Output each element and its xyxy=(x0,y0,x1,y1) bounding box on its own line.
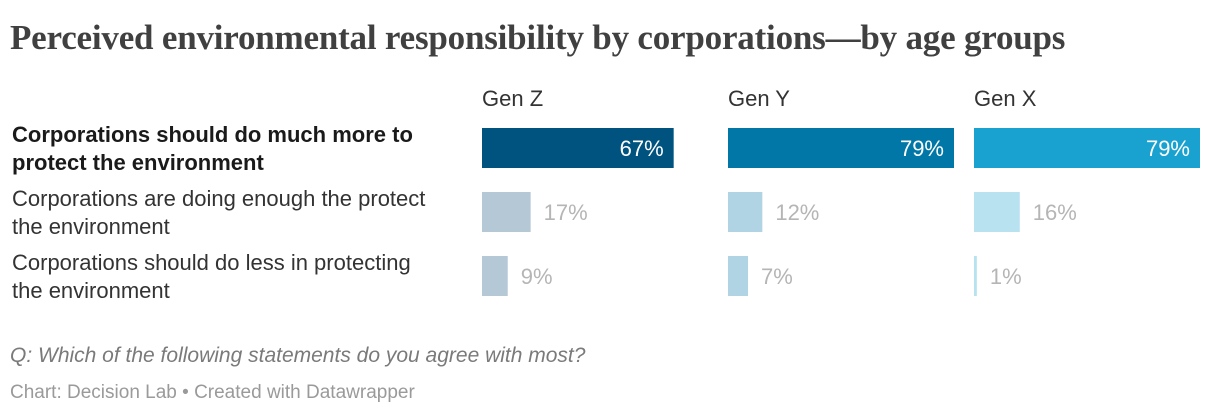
data-label-gen-x-row-2: 16% xyxy=(1033,200,1077,225)
bar-gen-x-row-1 xyxy=(974,128,1200,168)
source-credit: Chart: Decision Lab • Created with Dataw… xyxy=(10,382,415,403)
data-label-gen-y-row-2: 12% xyxy=(775,200,819,225)
category-label-1: Corporations should do much more to prote… xyxy=(12,122,413,175)
bar-gen-x-row-2 xyxy=(974,192,1020,232)
data-label-gen-y-row-3: 7% xyxy=(761,264,793,289)
data-label-gen-y-row-1: 79% xyxy=(900,136,944,161)
bar-gen-z-row-2 xyxy=(482,192,531,232)
bar-gen-z-row-3 xyxy=(482,256,508,296)
category-label-2: Corporations are doing enough the protec… xyxy=(12,186,425,239)
data-label-gen-z-row-2: 17% xyxy=(544,200,588,225)
data-label-gen-z-row-3: 9% xyxy=(521,264,553,289)
bar-gen-y-row-2 xyxy=(728,192,763,232)
chart-title: Perceived environmental responsibility b… xyxy=(10,18,1066,57)
series-header-gen-z: Gen Z xyxy=(482,86,543,111)
data-label-gen-x-row-3: 1% xyxy=(990,264,1022,289)
data-label-gen-x-row-1: 79% xyxy=(1146,136,1190,161)
category-label-3: Corporations should do less in protectin… xyxy=(12,250,411,303)
bar-chart: Corporations should do much more to prote… xyxy=(12,86,1200,303)
series-header-gen-y: Gen Y xyxy=(728,86,790,111)
series-header-gen-x: Gen X xyxy=(974,86,1037,111)
bar-gen-x-row-3 xyxy=(974,256,977,296)
question-note: Q: Which of the following statements do … xyxy=(10,344,586,367)
bar-gen-y-row-1 xyxy=(728,128,954,168)
bar-gen-z-row-1 xyxy=(482,128,674,168)
bar-gen-y-row-3 xyxy=(728,256,749,296)
data-label-gen-z-row-1: 67% xyxy=(620,136,664,161)
